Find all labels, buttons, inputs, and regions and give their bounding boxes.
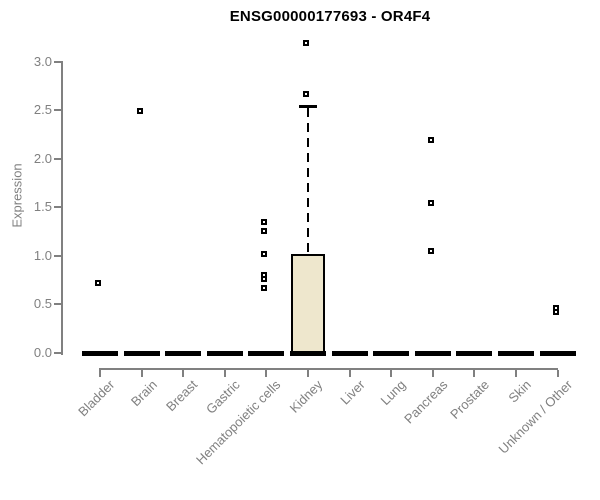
y-tick-mark	[54, 303, 61, 305]
upper-whisker-cap	[299, 105, 317, 108]
y-tick-mark	[54, 255, 61, 257]
y-tick-mark	[54, 61, 61, 63]
x-tick-label: Liver	[337, 377, 368, 408]
outlier-point	[137, 108, 143, 114]
x-axis-line	[99, 368, 558, 370]
median-bar	[124, 351, 160, 356]
y-tick-label: 1.0	[33, 248, 52, 263]
x-tick-label: Kidney	[286, 377, 326, 416]
median-bar	[165, 351, 201, 356]
x-tick-mark	[224, 370, 226, 377]
x-tick-mark	[432, 370, 434, 377]
x-tick-label: Pancreas	[401, 377, 451, 427]
y-tick-label: 2.0	[33, 151, 52, 166]
outlier-point	[428, 248, 434, 254]
box-body	[291, 254, 325, 355]
x-tick-mark	[99, 370, 101, 377]
y-tick-mark	[54, 158, 61, 160]
y-tick-mark	[54, 206, 61, 208]
median-bar	[456, 351, 492, 356]
median-bar	[332, 351, 368, 356]
x-tick-label: Brain	[127, 377, 160, 410]
outlier-point	[261, 251, 267, 257]
x-tick-mark	[515, 370, 517, 377]
x-tick-mark	[307, 370, 309, 377]
x-tick-label: Breast	[163, 377, 201, 415]
x-tick-label: Unknown / Other	[496, 377, 576, 457]
x-tick-mark	[182, 370, 184, 377]
median-bar	[540, 351, 576, 356]
median-bar	[207, 351, 243, 356]
outlier-point	[428, 200, 434, 206]
y-tick-mark	[54, 109, 61, 111]
x-tick-mark	[390, 370, 392, 377]
y-tick-label: 0.0	[33, 345, 52, 360]
chart-title: ENSG00000177693 - OR4F4	[229, 8, 431, 25]
median-bar	[290, 351, 326, 356]
outlier-point	[553, 305, 559, 311]
x-tick-label: Prostate	[446, 377, 492, 422]
outlier-point	[428, 137, 434, 143]
y-tick-mark	[54, 352, 61, 354]
x-tick-mark	[265, 370, 267, 377]
median-bar	[373, 351, 409, 356]
y-tick-label: 2.5	[33, 102, 52, 117]
x-tick-mark	[473, 370, 475, 377]
median-bar	[498, 351, 534, 356]
y-tick-label: 1.5	[33, 199, 52, 214]
outlier-point	[261, 272, 267, 278]
outlier-point	[261, 285, 267, 291]
outlier-point	[261, 219, 267, 225]
median-bar	[248, 351, 284, 356]
y-tick-label: 3.0	[33, 54, 52, 69]
x-tick-label: Skin	[505, 377, 534, 406]
upper-whisker	[307, 108, 309, 253]
outlier-point	[261, 228, 267, 234]
x-tick-label: Lung	[377, 377, 409, 409]
y-axis-line	[61, 61, 63, 355]
outlier-point	[95, 280, 101, 286]
x-tick-label: Gastric	[202, 377, 243, 417]
x-tick-label: Bladder	[75, 377, 118, 420]
outlier-point	[303, 40, 309, 46]
x-tick-mark	[349, 370, 351, 377]
median-bar	[415, 351, 451, 356]
median-bar	[82, 351, 118, 356]
y-tick-label: 0.5	[33, 296, 52, 311]
x-tick-mark	[141, 370, 143, 377]
outlier-point	[303, 91, 309, 97]
x-tick-mark	[557, 370, 559, 377]
